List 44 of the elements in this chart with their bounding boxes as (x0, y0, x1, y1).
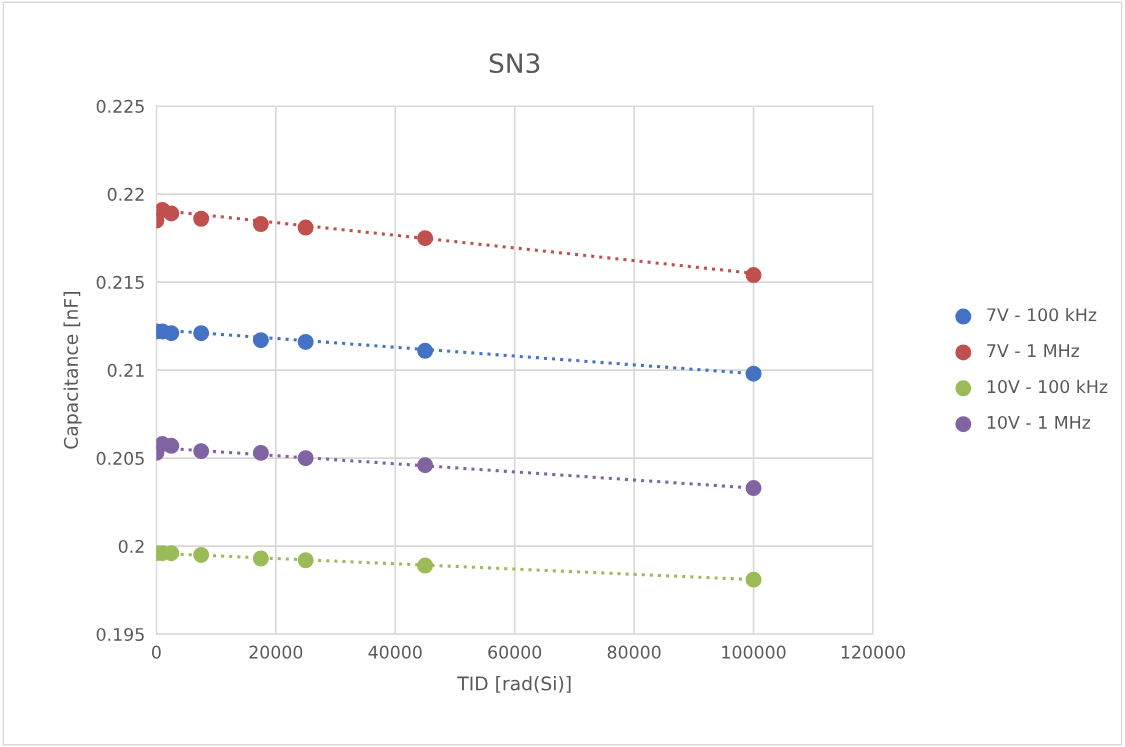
point (193, 210, 210, 227)
point (252, 216, 269, 233)
y-tick-label: 0.225 (96, 99, 144, 113)
point (163, 205, 180, 222)
legend-label: 10V - 1 MHz (987, 415, 1091, 430)
point (297, 450, 314, 467)
y-tick-label: 0.215 (96, 275, 144, 289)
point (745, 365, 762, 382)
x-axis-title: TID [rad(Si)] (457, 676, 571, 693)
point (193, 325, 210, 342)
legend-label: 7V - 1 MHz (987, 344, 1080, 357)
point (745, 571, 762, 588)
x-tick-label: 120000 (841, 645, 905, 659)
x-tick-label: 80000 (607, 645, 661, 659)
point (252, 550, 269, 567)
point (193, 443, 210, 460)
point (252, 444, 269, 461)
point (417, 230, 434, 247)
point (297, 219, 314, 236)
x-tick-label: 40000 (368, 645, 422, 659)
point (417, 557, 434, 574)
y-tick-label: 0.205 (96, 451, 144, 465)
point (297, 552, 314, 569)
x-tick-label: 60000 (488, 645, 542, 659)
point (163, 325, 180, 342)
y-tick-label: 0.2 (118, 539, 144, 554)
point (745, 480, 762, 497)
point (297, 333, 314, 350)
x-tick-label: 100000 (722, 645, 786, 659)
y-tick-label: 0.22 (107, 187, 144, 201)
point (417, 342, 434, 359)
x-tick-label: 20000 (249, 645, 303, 659)
chart-title: SN3 (489, 53, 540, 74)
legend-label: 10V - 100 kHz (987, 379, 1108, 394)
point (252, 332, 269, 349)
y-axis-title: Capacitance [nF] (63, 292, 82, 449)
point (745, 267, 762, 284)
point (193, 547, 210, 563)
y-tick-label: 0.21 (107, 363, 144, 377)
legend-label: 7V - 100 kHz (987, 307, 1097, 322)
x-tick-label: 0 (152, 645, 161, 659)
y-tick-label: 0.195 (96, 627, 144, 642)
point (163, 437, 180, 454)
point (417, 457, 434, 474)
